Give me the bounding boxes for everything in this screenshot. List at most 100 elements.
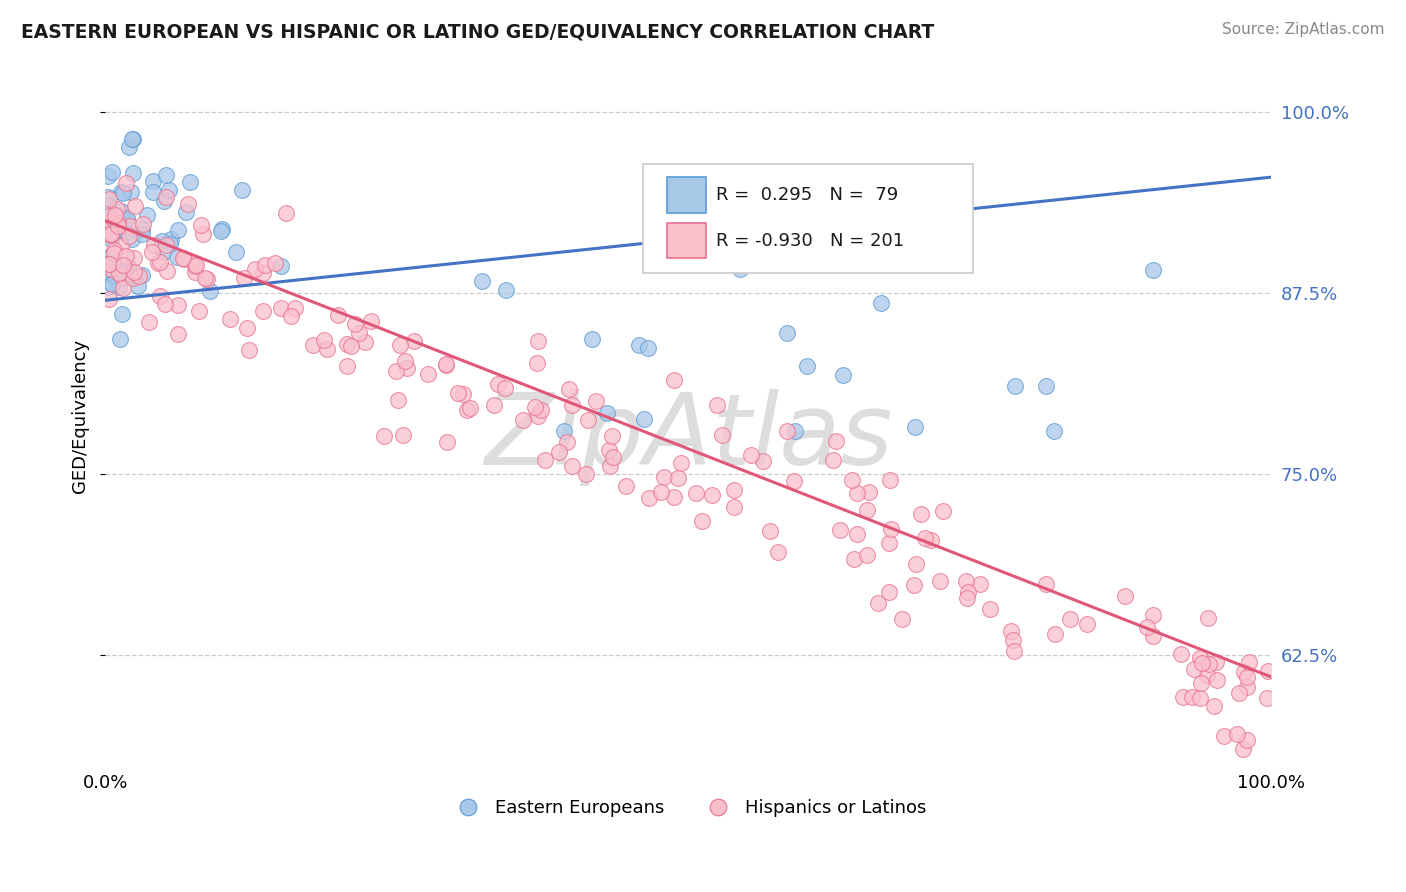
Point <box>301 337 323 351</box>
Point <box>127 279 149 293</box>
Point <box>103 243 125 257</box>
Point <box>173 252 195 266</box>
Text: EASTERN EUROPEAN VS HISPANIC OR LATINO GED/EQUIVALENCY CORRELATION CHART: EASTERN EUROPEAN VS HISPANIC OR LATINO G… <box>21 22 935 41</box>
Point <box>97 256 120 270</box>
Point <box>903 578 925 592</box>
Point <box>1114 590 1136 604</box>
Point <box>458 401 481 415</box>
Point <box>1213 729 1236 743</box>
Point <box>599 458 621 473</box>
Point <box>131 217 153 231</box>
Point <box>1043 627 1066 641</box>
Point <box>845 526 868 541</box>
Point <box>879 473 901 487</box>
Point <box>486 376 509 391</box>
Point <box>1236 670 1258 684</box>
Point <box>131 222 153 236</box>
Point <box>121 166 143 180</box>
Point <box>97 280 120 294</box>
Point <box>710 428 733 442</box>
Point <box>740 448 762 462</box>
Point <box>253 258 276 272</box>
Point <box>979 601 1001 615</box>
Point <box>1142 262 1164 277</box>
Point <box>555 435 578 450</box>
Point <box>108 220 131 235</box>
Point <box>385 364 408 378</box>
Point <box>112 258 135 272</box>
Point <box>121 232 143 246</box>
Point <box>1001 632 1024 647</box>
Point <box>108 332 131 346</box>
Point <box>344 317 367 331</box>
Point <box>1189 676 1212 690</box>
Point <box>434 358 457 372</box>
Point <box>354 334 377 349</box>
Point <box>394 354 416 368</box>
Point <box>1059 612 1081 626</box>
Point <box>595 406 617 420</box>
Point <box>396 360 419 375</box>
Text: Source: ZipAtlas.com: Source: ZipAtlas.com <box>1222 22 1385 37</box>
Point <box>526 356 548 370</box>
Point <box>179 175 201 189</box>
Point <box>97 265 120 279</box>
Point <box>336 337 359 351</box>
Point <box>969 577 991 591</box>
Point <box>434 358 457 372</box>
Point <box>956 591 979 606</box>
Point <box>616 479 638 493</box>
Point <box>957 584 980 599</box>
Point <box>904 419 927 434</box>
Point <box>553 424 575 438</box>
Point <box>103 269 125 284</box>
Point <box>392 428 415 442</box>
Point <box>150 234 173 248</box>
Point <box>209 224 232 238</box>
Point <box>110 204 132 219</box>
Point <box>121 132 143 146</box>
Point <box>112 264 135 278</box>
Point <box>336 359 359 374</box>
Point <box>128 269 150 284</box>
Point <box>955 574 977 588</box>
Point <box>114 213 136 227</box>
Point <box>1204 699 1226 714</box>
Point <box>627 338 650 352</box>
Point <box>186 258 208 272</box>
Point <box>823 452 845 467</box>
Point <box>159 232 181 246</box>
Point <box>776 425 799 439</box>
Point <box>1256 691 1278 706</box>
Point <box>115 225 138 239</box>
Point <box>759 524 782 538</box>
Point <box>200 284 222 298</box>
Point <box>1182 663 1205 677</box>
Point <box>340 339 363 353</box>
Point <box>115 249 138 263</box>
Point <box>527 409 550 424</box>
Point <box>152 194 174 208</box>
Point <box>561 458 583 473</box>
Point <box>877 536 900 550</box>
Point <box>100 262 122 277</box>
Point <box>1171 690 1194 704</box>
Point <box>598 443 620 458</box>
Point <box>1170 647 1192 661</box>
Point <box>122 270 145 285</box>
Point <box>685 486 707 500</box>
Point <box>98 209 121 223</box>
Text: ZipAtlas: ZipAtlas <box>484 389 893 485</box>
Point <box>117 260 139 274</box>
Point <box>111 307 134 321</box>
Point <box>280 309 302 323</box>
Point <box>135 208 157 222</box>
Point <box>211 222 233 236</box>
Text: R = -0.930   N = 201: R = -0.930 N = 201 <box>716 232 904 250</box>
Point <box>131 268 153 282</box>
Point <box>270 260 292 274</box>
Point <box>844 551 866 566</box>
Point <box>1198 657 1220 671</box>
Point <box>121 132 143 146</box>
Point <box>110 239 132 253</box>
